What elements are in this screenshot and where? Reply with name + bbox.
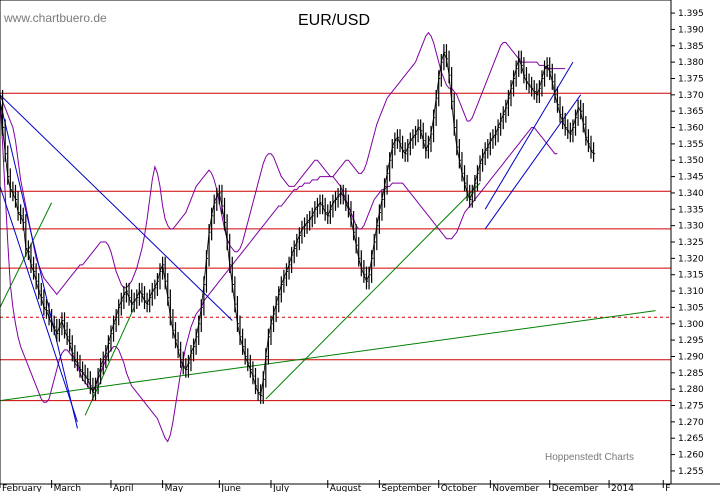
y-tick-label: 1.295: [678, 336, 704, 346]
y-tick-label: 1.275: [678, 402, 704, 412]
y-tick-label: 1.320: [678, 254, 704, 264]
y-tick-label: 1.285: [678, 369, 704, 379]
x-tick-label: August: [330, 484, 362, 492]
x-tick-label: July: [272, 484, 290, 492]
x-tick-label: June: [220, 484, 241, 492]
y-tick-label: 1.350: [678, 156, 704, 166]
y-tick-label: 1.265: [678, 434, 704, 444]
y-tick-label: 1.395: [678, 9, 704, 19]
watermark-text: www.chartbuero.de: [3, 11, 107, 25]
y-tick-label: 1.340: [678, 189, 704, 199]
channel-line: [484, 61, 574, 210]
price-series: [0, 44, 596, 404]
uptrend-line: [0, 310, 656, 402]
y-tick-label: 1.290: [678, 352, 704, 362]
uptrend-line: [265, 182, 481, 400]
y-tick-label: 1.360: [678, 124, 704, 134]
y-tick-label: 1.310: [678, 287, 704, 297]
y-axis: 1.255 1.260 1.265 1.270 1.275 1.280 1.285 1.290…: [671, 9, 704, 477]
chart-title: EUR/USD: [298, 12, 370, 29]
y-tick-label: 1.325: [678, 238, 704, 248]
x-tick-label: March: [54, 484, 81, 492]
upper-band-line: [0, 31, 566, 296]
y-tick-label: 1.380: [678, 58, 704, 68]
y-tick-label: 1.300: [678, 320, 704, 330]
y-tick-label: 1.345: [678, 173, 704, 183]
x-tick-label: F: [665, 484, 670, 492]
x-tick-label: April: [113, 484, 134, 492]
x-tick-label: November: [492, 484, 539, 492]
y-tick-label: 1.315: [678, 271, 704, 281]
y-tick-label: 1.365: [678, 107, 704, 117]
downtrend-line: [0, 94, 233, 321]
y-tick-label: 1.385: [678, 42, 704, 52]
x-tick-label: September: [381, 484, 431, 492]
y-tick-label: 1.270: [678, 418, 704, 428]
x-tick-label: 2014: [611, 484, 634, 492]
y-tick-label: 1.375: [678, 74, 704, 84]
credit-text: Hoppenstedt Charts: [545, 452, 634, 463]
y-tick-label: 1.305: [678, 303, 704, 313]
x-tick-label: October: [441, 484, 477, 492]
y-tick-label: 1.390: [678, 25, 704, 35]
price-close-line: [0, 51, 594, 397]
trend-lines: [0, 61, 656, 429]
x-tick-label: December: [552, 484, 599, 492]
y-tick-label: 1.255: [678, 467, 704, 477]
y-tick-label: 1.355: [678, 140, 704, 150]
y-tick-label: 1.280: [678, 385, 704, 395]
x-axis: February March April May June July August Septe…: [0, 480, 670, 492]
y-tick-label: 1.370: [678, 91, 704, 101]
x-tick-label: May: [165, 484, 184, 492]
x-tick-label: February: [2, 484, 43, 492]
downtrend-line: [0, 101, 78, 429]
y-tick-label: 1.330: [678, 222, 704, 232]
y-tick-label: 1.260: [678, 451, 704, 461]
y-tick-label: 1.335: [678, 205, 704, 215]
downtrend-line: [0, 186, 78, 423]
